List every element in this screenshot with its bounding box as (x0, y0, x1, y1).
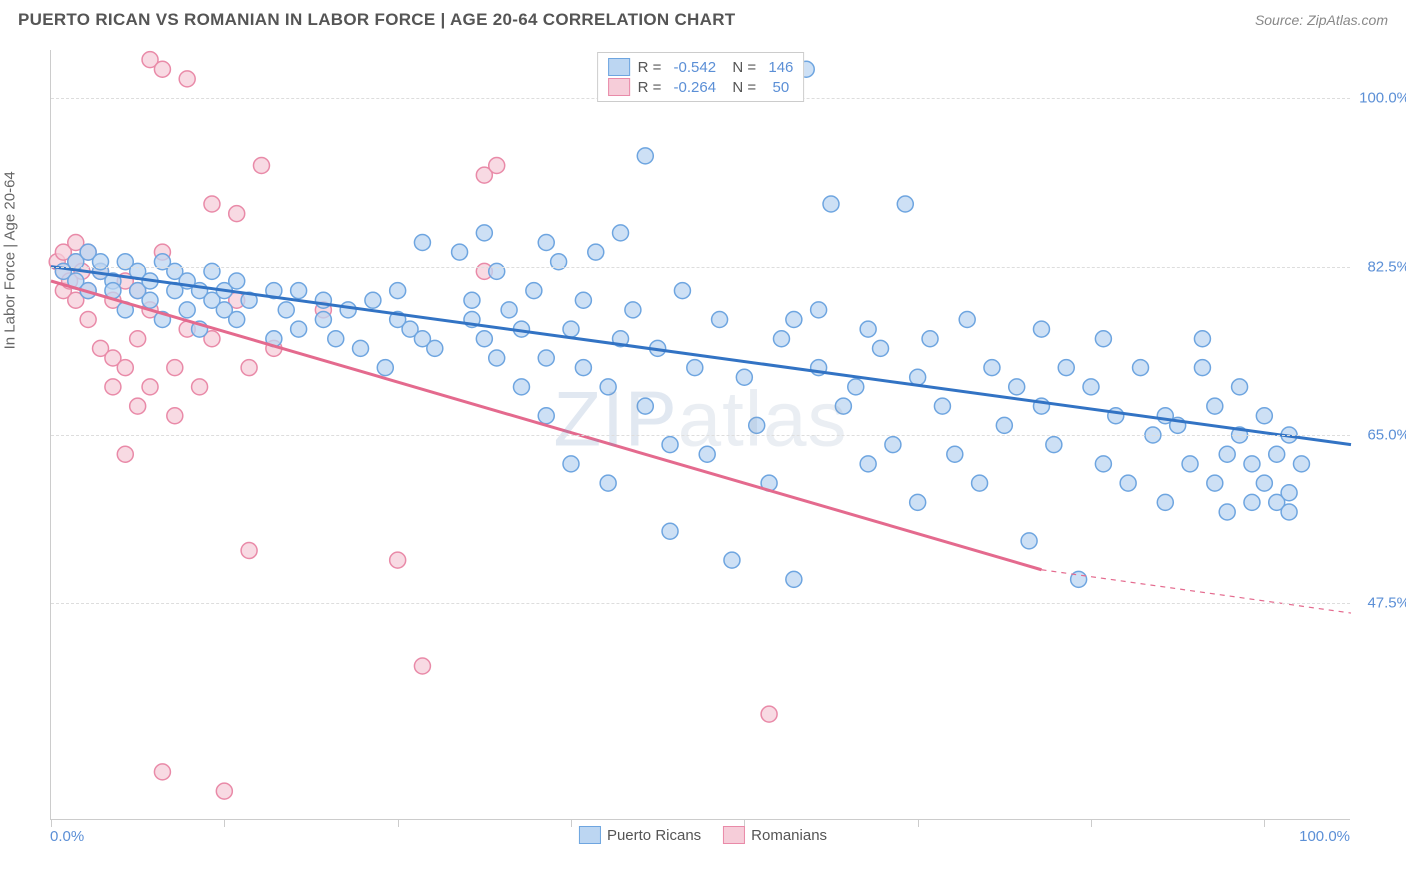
x-tick (51, 819, 52, 827)
header-bar: PUERTO RICAN VS ROMANIAN IN LABOR FORCE … (0, 0, 1406, 38)
gridline (51, 435, 1350, 436)
gridline (51, 603, 1350, 604)
x-tick (571, 819, 572, 827)
legend-n-pink: 50 (773, 79, 790, 96)
legend-r-pink: -0.264 (674, 79, 717, 96)
legend-r-label: R = (638, 79, 666, 96)
x-tick (918, 819, 919, 827)
legend-correlation-box: R = -0.542 N = 146 R = -0.264 N = 50 (597, 52, 805, 102)
legend-swatch-pink (608, 78, 630, 96)
x-tick (1264, 819, 1265, 827)
x-tick (398, 819, 399, 827)
x-tick (1091, 819, 1092, 827)
legend-n-blue: 146 (768, 59, 793, 76)
legend-r-blue: -0.542 (674, 59, 717, 76)
x-label-left: 0.0% (50, 828, 84, 845)
y-tick-label: 65.0% (1367, 427, 1406, 444)
gridline (51, 267, 1350, 268)
x-label-right: 100.0% (1299, 828, 1350, 845)
legend-swatch-blue-bottom (579, 826, 601, 844)
legend-label-pink: Romanians (751, 827, 827, 844)
legend-row-blue: R = -0.542 N = 146 (608, 57, 794, 77)
legend-swatch-pink-bottom (723, 826, 745, 844)
y-tick-label: 47.5% (1367, 595, 1406, 612)
y-tick-label: 100.0% (1359, 90, 1406, 107)
legend-item-pink: Romanians (723, 826, 827, 844)
y-axis-title: In Labor Force | Age 20-64 (2, 171, 19, 349)
legend-bottom: Puerto Ricans Romanians (579, 826, 827, 844)
legend-row-pink: R = -0.264 N = 50 (608, 77, 794, 97)
source-label: Source: ZipAtlas.com (1255, 12, 1388, 28)
legend-item-blue: Puerto Ricans (579, 826, 701, 844)
legend-swatch-blue (608, 58, 630, 76)
x-tick (224, 819, 225, 827)
legend-n-label: N = (724, 59, 760, 76)
chart-plot-area: R = -0.542 N = 146 R = -0.264 N = 50 ZIP… (50, 50, 1350, 820)
y-tick-label: 82.5% (1367, 258, 1406, 275)
legend-n-label: N = (724, 79, 764, 96)
legend-label-blue: Puerto Ricans (607, 827, 701, 844)
legend-r-label: R = (638, 59, 666, 76)
chart-title: PUERTO RICAN VS ROMANIAN IN LABOR FORCE … (18, 10, 735, 30)
